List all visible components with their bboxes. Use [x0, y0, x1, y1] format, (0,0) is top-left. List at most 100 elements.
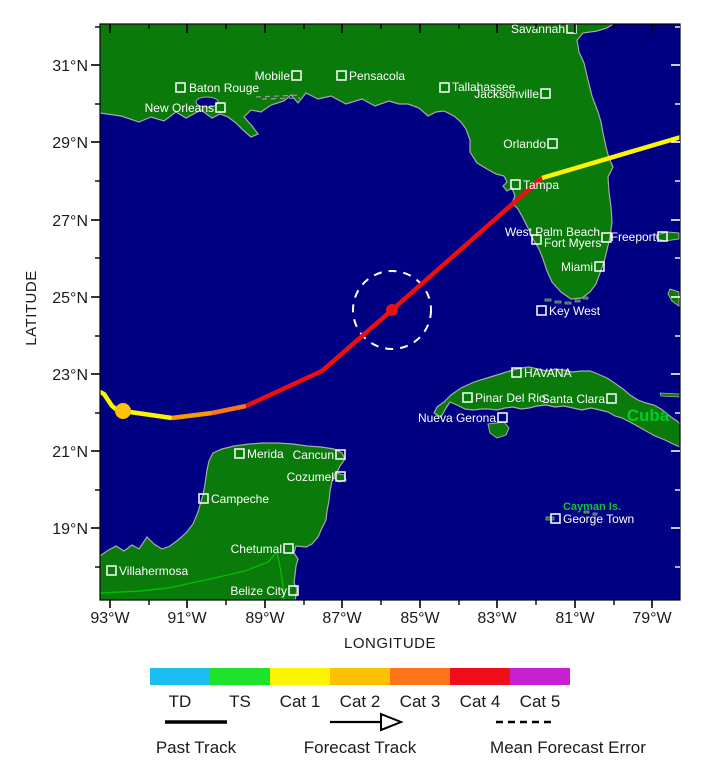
map-frame [99, 23, 681, 601]
lon-tick-label: 93°W [90, 610, 130, 627]
latitude-axis-title: LATITUDE [23, 270, 40, 345]
mexico-guatemala-border [100, 551, 278, 594]
storm-track-layer [100, 134, 680, 421]
city-label: Belize City [230, 584, 287, 598]
category-label: Cat 4 [460, 692, 501, 711]
lon-tick-label: 79°W [632, 610, 672, 627]
city-marker [601, 232, 612, 243]
region-label-layer: Cuba Cayman Is. [563, 406, 670, 513]
forecast-arrowhead-icon [380, 712, 404, 732]
forecast-track-segment [245, 176, 544, 409]
colorbar-segment [150, 668, 210, 685]
city-marker [497, 412, 508, 423]
cuba-north-cays [659, 392, 680, 398]
city-marker [106, 565, 117, 576]
city-label: New Orleans [145, 101, 214, 115]
city-marker [566, 24, 577, 34]
city-marker [510, 179, 521, 190]
lon-tick-label: 83°W [477, 610, 517, 627]
colorbar-segment [390, 668, 450, 685]
cuba-landmass [433, 366, 680, 448]
category-label: Cat 1 [280, 692, 321, 711]
city-label: Fort Myers [544, 236, 601, 250]
forecast-track-segment [541, 134, 680, 181]
city-marker [335, 471, 346, 482]
lat-tick-label: 21°N [52, 444, 88, 461]
category-label: TD [169, 692, 192, 711]
lon-tick-label: 81°W [555, 610, 595, 627]
forecast-track-segment [211, 403, 247, 416]
city-label: Merida [247, 447, 284, 461]
city-marker [606, 393, 617, 404]
city-marker [439, 82, 450, 93]
city-label: Tampa [523, 178, 559, 192]
city-label: Chetumal [231, 542, 282, 556]
colorbar-segment [270, 668, 330, 685]
city-label: Miami [561, 260, 593, 274]
city-label: Orlando [503, 137, 546, 151]
lon-tick-label: 91°W [167, 610, 207, 627]
past-track-label: Past Track [156, 738, 237, 756]
city-label: West Palm Beach [505, 225, 600, 239]
forecast-error-circle [352, 270, 432, 350]
city-marker [234, 448, 245, 459]
city-marker [198, 493, 209, 504]
city-marker [547, 138, 558, 149]
forecast-track-segment [171, 410, 213, 421]
category-label: Cat 3 [400, 692, 441, 711]
forecast-track-segment [122, 408, 173, 421]
city-label: Baton Rouge [189, 81, 259, 95]
longitude-axis-title: LONGITUDE [344, 635, 436, 652]
city-marker [283, 543, 294, 554]
lat-tick-label: 23°N [52, 367, 88, 384]
city-label: Pinar Del Rio [475, 391, 546, 405]
lat-tick-label: 25°N [52, 290, 88, 307]
colorbar-segment [210, 668, 270, 685]
city-label: Freeport [611, 230, 657, 244]
us-mainland-landmass [100, 24, 615, 300]
barrier-islands [255, 94, 301, 100]
axis-layer: 93°W 91°W 89°W 87°W 85°W 83°W 81°W 79°W 31°N 29°N… [52, 24, 680, 627]
city-label: Pensacola [349, 69, 405, 83]
city-label: Nueva Gerona [418, 411, 496, 425]
current-position-marker [115, 403, 131, 419]
mean-forecast-error-label: Mean Forecast Error [490, 738, 646, 756]
city-label: Jacksonville [474, 87, 539, 101]
city-marker [288, 585, 299, 596]
forecast-track-symbol [330, 712, 404, 732]
category-label: TS [229, 692, 251, 711]
city-marker [175, 82, 186, 93]
lat-tick-label: 27°N [52, 213, 88, 230]
lat-tick-label: 31°N [52, 58, 88, 75]
lon-tick-label: 89°W [245, 610, 285, 627]
colorbar-segment [330, 668, 390, 685]
forecast-track-label: Forecast Track [304, 738, 417, 756]
city-marker [336, 70, 347, 81]
city-label: HAVANA [524, 366, 572, 380]
category-label: Cat 2 [340, 692, 381, 711]
mexico-belize-border [276, 551, 285, 600]
region-label: Cayman Is. [563, 501, 621, 513]
city-marker [540, 88, 551, 99]
city-marker [531, 234, 542, 245]
city-label: Cancun [293, 448, 334, 462]
forecast-position-marker [386, 304, 398, 316]
lat-tick-label: 19°N [52, 521, 88, 538]
city-marker [594, 261, 605, 272]
city-marker [536, 305, 547, 316]
lake-pontchartrain [195, 96, 219, 108]
city-marker [657, 231, 668, 242]
city-label: Santa Clara [542, 392, 606, 406]
city-label: George Town [563, 512, 634, 526]
colorbar-segment [450, 668, 510, 685]
city-marker [335, 449, 346, 460]
city-label: Cozumel [287, 470, 334, 484]
florida-keys [544, 296, 589, 305]
city-marker [291, 70, 302, 81]
city-marker [215, 102, 226, 113]
city-label: Villahermosa [119, 564, 188, 578]
city-label: Campeche [211, 492, 269, 506]
